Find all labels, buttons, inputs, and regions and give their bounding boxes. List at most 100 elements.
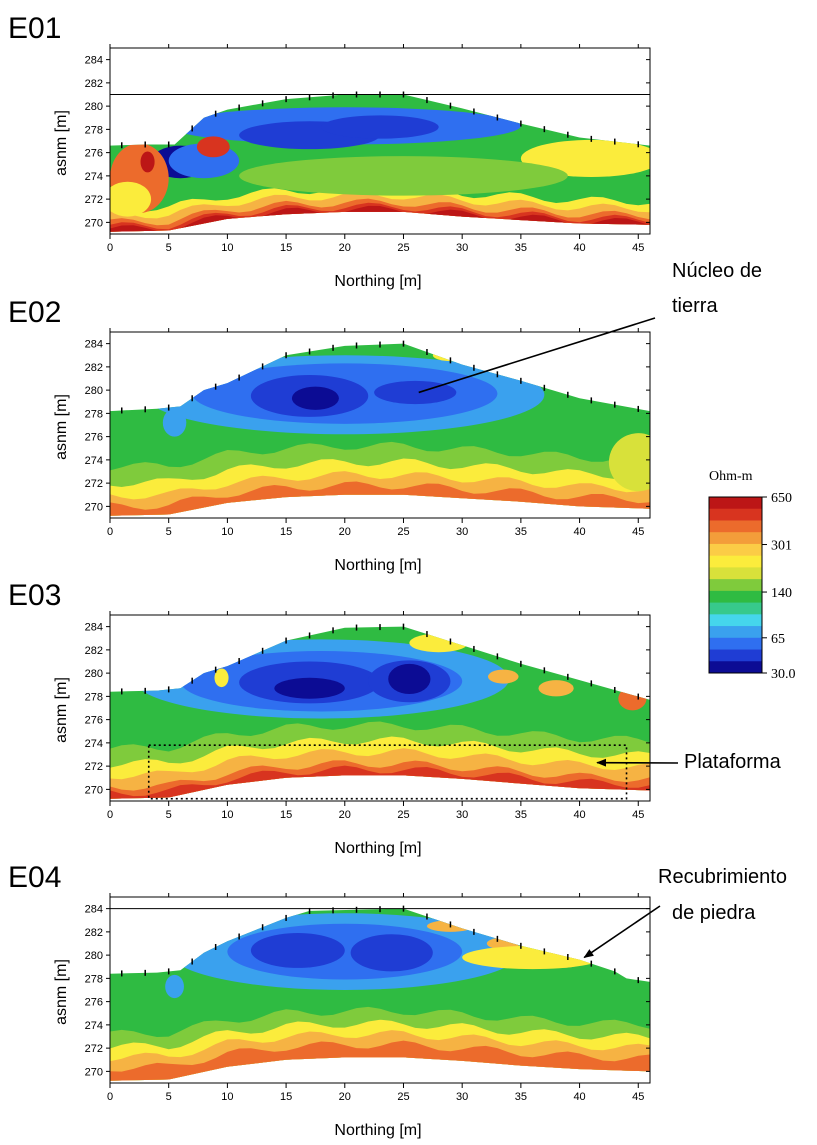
x-tick-label: 15: [280, 242, 292, 254]
x-tick-label: 25: [397, 809, 409, 821]
annotation-arrow-recubrimiento: [583, 905, 661, 959]
y-axis-title-e04: asnm [m]: [53, 959, 70, 1025]
colorbar-swatch: [709, 555, 762, 568]
y-tick-label: 276: [85, 148, 103, 160]
panel-label-e04: E04: [8, 861, 61, 894]
colorbar-title: Ohm-m: [709, 469, 753, 484]
x-tick-label: 35: [515, 809, 527, 821]
y-tick-label: 282: [85, 645, 103, 657]
x-tick-label: 5: [166, 242, 172, 254]
annotation-arrow-nucleo: [418, 317, 656, 394]
colorbar-swatch: [709, 590, 762, 604]
x-tick-label: 10: [221, 1091, 233, 1103]
colorbar-swatch: [709, 626, 762, 639]
resistivity-anomaly-low: [350, 934, 433, 972]
annotation-plataforma-label: Plataforma: [684, 751, 782, 773]
x-tick-label: 45: [632, 809, 644, 821]
y-tick-label: 280: [85, 950, 103, 962]
y-tick-label: 280: [85, 668, 103, 680]
x-tick-label: 35: [515, 1091, 527, 1103]
resistivity-anomaly-low: [291, 386, 339, 410]
x-tick-label: 5: [166, 1091, 172, 1103]
resistivity-anomaly-low: [321, 115, 439, 139]
x-tick-label: 45: [632, 242, 644, 254]
x-tick-label: 40: [573, 526, 585, 538]
y-tick-label: 274: [85, 171, 103, 183]
colorbar-swatch: [709, 532, 762, 545]
x-tick-label: 40: [573, 1091, 585, 1103]
y-tick-label: 274: [85, 738, 103, 750]
x-tick-label: 5: [166, 809, 172, 821]
resistivity-anomaly-high: [239, 156, 568, 196]
y-tick-label: 284: [85, 339, 103, 351]
y-tick-label: 278: [85, 124, 103, 136]
plot-frame: [109, 331, 651, 519]
x-tick-label: 0: [107, 526, 113, 538]
annotation-recubrimiento-line-2: de piedra: [672, 902, 756, 924]
y-tick-label: 280: [85, 101, 103, 113]
y-tick-label: 282: [85, 927, 103, 939]
plot-frame: [109, 896, 651, 1084]
colorbar-swatch: [709, 567, 762, 580]
x-tick-label: 0: [107, 1091, 113, 1103]
colorbar-swatch: [709, 661, 762, 674]
x-tick-label: 15: [280, 809, 292, 821]
colorbar-tick-label: 65: [771, 632, 785, 647]
y-tick-label: 276: [85, 432, 103, 444]
colorbar-swatch: [709, 543, 762, 557]
y-tick-label: 284: [85, 904, 103, 916]
y-tick-label: 278: [85, 408, 103, 420]
x-tick-label: 35: [515, 242, 527, 254]
y-tick-label: 276: [85, 715, 103, 727]
panel-label-e02: E02: [8, 296, 61, 329]
y-tick-label: 270: [85, 501, 103, 513]
annotations: Núcleo de tierra Plataforma Recubrimient…: [418, 260, 787, 959]
x-tick-label: 30: [456, 526, 468, 538]
y-tick-label: 282: [85, 78, 103, 90]
x-tick-label: 20: [339, 1091, 351, 1103]
colorbar-tick-label: 140: [771, 586, 792, 601]
colorbar-frame: [708, 496, 763, 674]
x-axis-title-e01: Northing [m]: [334, 273, 421, 290]
resistivity-field: [110, 626, 650, 799]
panel-label-e03: E03: [8, 579, 61, 612]
panel-e01: 0 5 10 15 20 25 30 35 40 45 270 272 274 276 278 280 282 2…: [8, 12, 651, 290]
panel-e04: 0 5 10 15 20 25 30 35 40 45 270 272 274 276 278 280 282 2…: [8, 861, 651, 1139]
x-tick-label: 5: [166, 526, 172, 538]
colorbar-tick-label: 650: [771, 491, 792, 506]
resistivity-anomaly-low: [165, 974, 184, 999]
resistivity-anomaly-high: [462, 945, 604, 970]
x-tick-label: 20: [339, 242, 351, 254]
x-tick-label: 35: [515, 526, 527, 538]
x-tick-label: 20: [339, 526, 351, 538]
x-tick-label: 25: [397, 1091, 409, 1103]
y-axis-title-e01: asnm [m]: [53, 110, 70, 176]
y-tick-label: 272: [85, 478, 103, 490]
resistivity-anomaly-high: [608, 433, 650, 492]
plot-frame: [109, 614, 651, 802]
resistivity-anomaly-low: [250, 933, 345, 968]
colorbar: Ohm-m 650 301 140 65 30.0: [708, 469, 796, 682]
y-tick-label: 274: [85, 455, 103, 467]
annotation-recubrimiento-line-1: Recubrimiento: [658, 866, 787, 888]
x-tick-label: 15: [280, 526, 292, 538]
y-axis-title-e03: asnm [m]: [53, 677, 70, 743]
x-tick-label: 40: [573, 242, 585, 254]
y-tick-label: 274: [85, 1020, 103, 1032]
x-tick-label: 40: [573, 809, 585, 821]
resistivity-anomaly-high: [110, 181, 152, 217]
x-tick-label: 10: [221, 526, 233, 538]
colorbar-swatch: [709, 602, 762, 615]
annotation-plataforma: Plataforma: [684, 751, 782, 773]
y-tick-label: 272: [85, 761, 103, 773]
y-tick-label: 272: [85, 194, 103, 206]
y-tick-label: 282: [85, 362, 103, 374]
x-tick-label: 30: [456, 1091, 468, 1103]
x-tick-label: 30: [456, 809, 468, 821]
x-tick-label: 10: [221, 242, 233, 254]
plot-frame: [109, 47, 651, 235]
resistivity-anomaly-low: [388, 663, 431, 695]
y-tick-label: 280: [85, 385, 103, 397]
colorbar-swatch: [709, 520, 762, 533]
x-tick-label: 15: [280, 1091, 292, 1103]
